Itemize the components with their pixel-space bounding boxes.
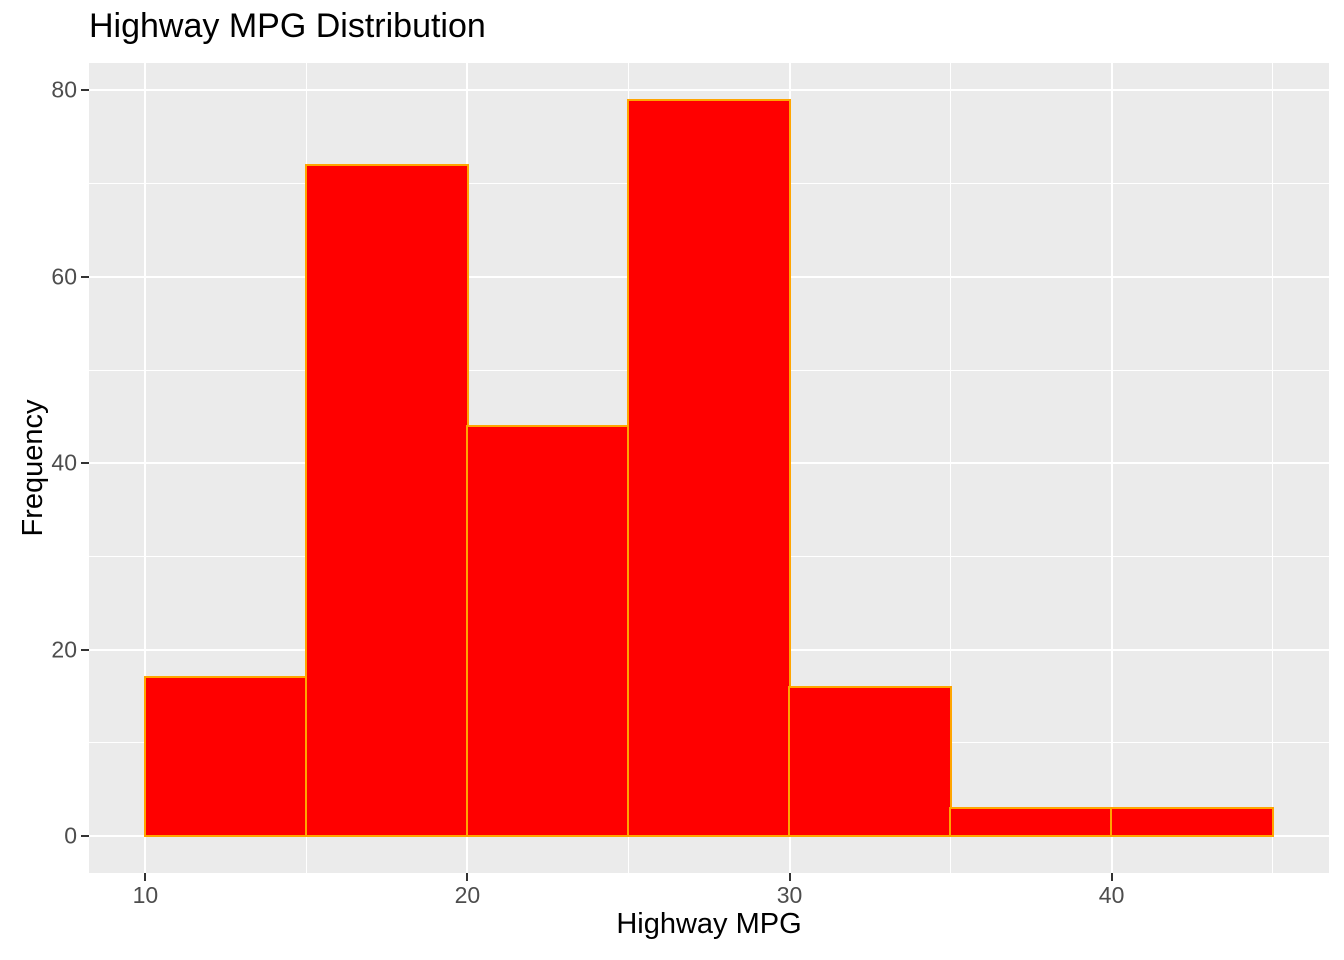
y-tick-label: 40 <box>51 449 77 476</box>
chart-title: Highway MPG Distribution <box>89 7 486 45</box>
x-tick-mark <box>1110 873 1113 881</box>
plot-panel <box>89 63 1329 873</box>
histogram-bar <box>305 163 469 838</box>
x-tick-mark <box>788 873 791 881</box>
y-tick-label: 60 <box>51 263 77 290</box>
y-tick-label: 20 <box>51 636 77 663</box>
y-tick-mark <box>81 275 89 278</box>
histogram-bar <box>788 685 952 838</box>
x-tick-label: 10 <box>132 882 159 908</box>
x-major-gridline <box>144 63 147 873</box>
y-tick-mark <box>81 648 89 651</box>
y-axis-title: Frequency <box>17 399 49 537</box>
y-tick-label: 0 <box>64 822 77 849</box>
x-tick-label: 20 <box>454 882 481 908</box>
histogram-bar <box>466 424 630 838</box>
histogram-bar <box>1110 806 1274 838</box>
histogram-bar <box>144 676 308 838</box>
x-axis-title: Highway MPG <box>616 908 802 940</box>
x-tick-mark <box>466 873 469 881</box>
x-tick-label: 40 <box>1098 882 1125 908</box>
y-tick-mark <box>81 462 89 465</box>
x-tick-mark <box>144 873 147 881</box>
x-minor-gridline <box>1272 63 1274 873</box>
x-minor-gridline <box>950 63 952 873</box>
x-major-gridline <box>1110 63 1113 873</box>
y-tick-mark <box>81 835 89 838</box>
y-tick-mark <box>81 89 89 92</box>
histogram-bar <box>627 98 791 838</box>
y-tick-label: 80 <box>51 76 77 103</box>
histogram-bar <box>949 806 1113 838</box>
y-major-gridline <box>89 89 1329 92</box>
x-tick-label: 30 <box>776 882 803 908</box>
